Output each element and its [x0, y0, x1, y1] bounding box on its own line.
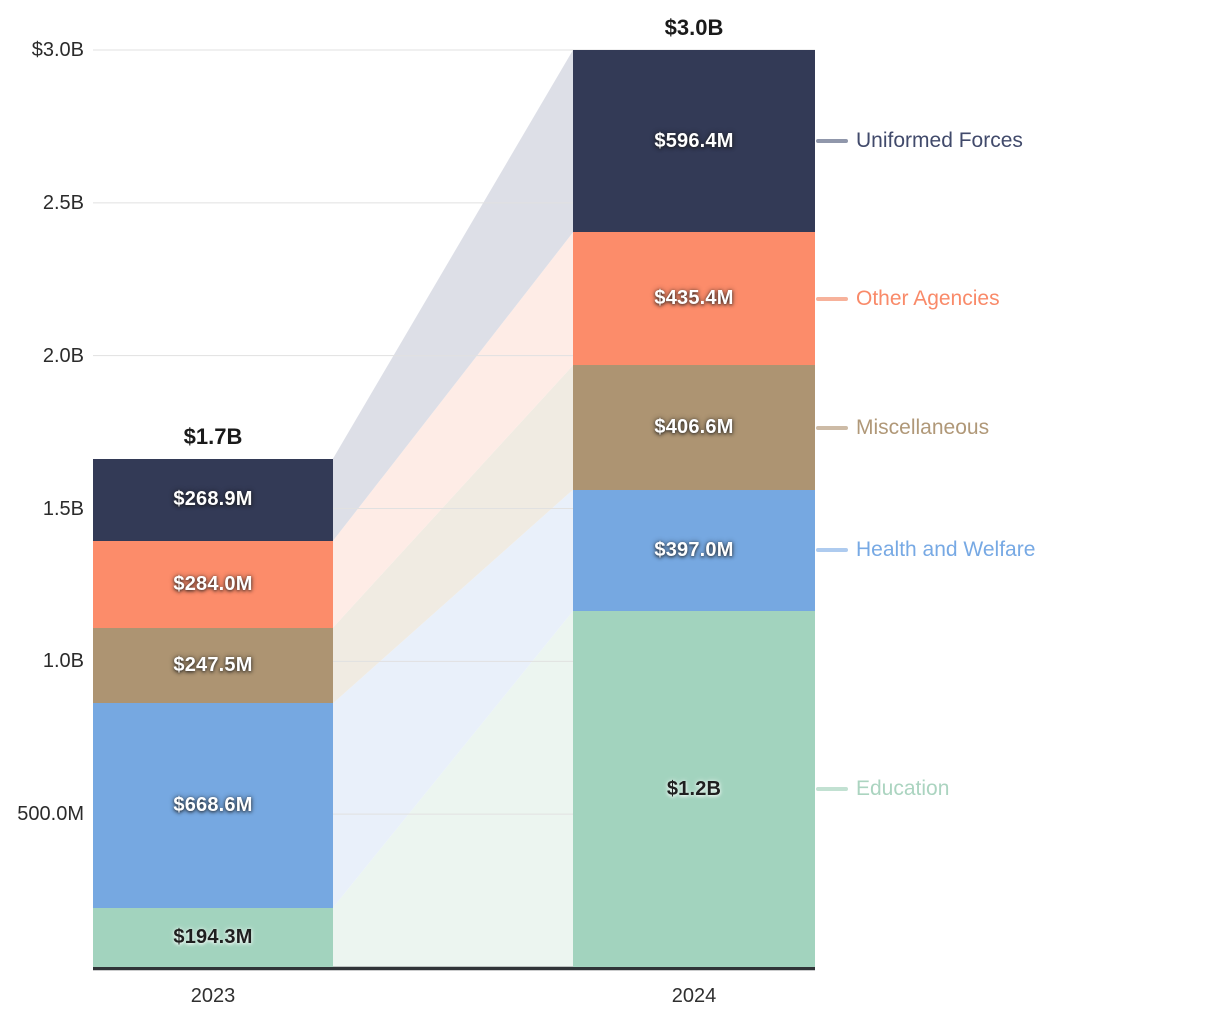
x-tick-label-2023: 2023: [190, 985, 236, 1007]
flow-ribbon-uniformed-forces: [333, 50, 573, 541]
x-tick-label-2024: 2024: [671, 985, 717, 1007]
value-label: $268.9M: [173, 488, 253, 511]
y-tick-label: 2.0B: [42, 344, 84, 367]
y-tick-label: $3.0B: [31, 39, 84, 61]
bar-segment-2024-uniformed-forces: $596.4M: [573, 50, 815, 233]
value-label: $397.0M: [654, 538, 734, 561]
value-label: $668.6M: [173, 793, 253, 816]
bar-segment-2023-other-agencies: $284.0M: [93, 540, 333, 628]
y-tick-label: 500.0M: [17, 803, 84, 826]
legend-label-uniformed-forces: Uniformed Forces: [856, 129, 1023, 153]
bar-segment-2023-education: $194.3M: [93, 907, 333, 967]
legend-connector-uniformed-forces: [816, 139, 848, 144]
flow-ribbon-health-and-welfare: [333, 489, 573, 908]
legend-connector-health-and-welfare: [816, 548, 848, 553]
flow-ribbon-miscellaneous: [333, 365, 573, 704]
y-tick-label: 1.0B: [42, 650, 84, 673]
bar-segment-2024-other-agencies: $435.4M: [573, 232, 815, 366]
value-label: $596.4M: [654, 129, 734, 152]
legend-connector-education: [816, 787, 848, 791]
bar-total-label-2024: $3.0B: [664, 15, 724, 40]
value-label: $247.5M: [173, 653, 253, 676]
legend-label-miscellaneous: Miscellaneous: [856, 415, 990, 439]
value-label: $194.3M: [173, 925, 253, 948]
legend-label-education: Education: [856, 777, 950, 800]
value-label: $284.0M: [173, 572, 253, 595]
bar-segment-2023-uniformed-forces: $268.9M: [93, 458, 333, 541]
legend-label-health-and-welfare: Health and Welfare: [856, 538, 1036, 562]
legend-connector-miscellaneous: [816, 425, 848, 430]
flow-ribbon-other-agencies: [333, 232, 573, 628]
bar-segment-2024-education: $1.2B: [573, 611, 815, 967]
bar-total-label-2023: $1.7B: [183, 423, 243, 449]
bar-segment-2024-health-and-welfare: $397.0M: [573, 489, 815, 611]
legend-label-other-agencies: Other Agencies: [856, 286, 1000, 310]
flow-ribbon-education: [333, 611, 573, 967]
y-tick-label: 1.5B: [42, 497, 84, 520]
legend-connector-other-agencies: [816, 296, 848, 301]
bar-segment-2023-miscellaneous: $247.5M: [93, 627, 333, 704]
bar-segment-2023-health-and-welfare: $668.6M: [93, 703, 333, 908]
y-tick-label: 2.5B: [42, 191, 84, 214]
value-label: $1.2B: [666, 777, 722, 800]
value-label: $406.6M: [654, 416, 734, 439]
value-label: $435.4M: [654, 287, 734, 310]
bar-segment-2024-miscellaneous: $406.6M: [573, 365, 815, 490]
